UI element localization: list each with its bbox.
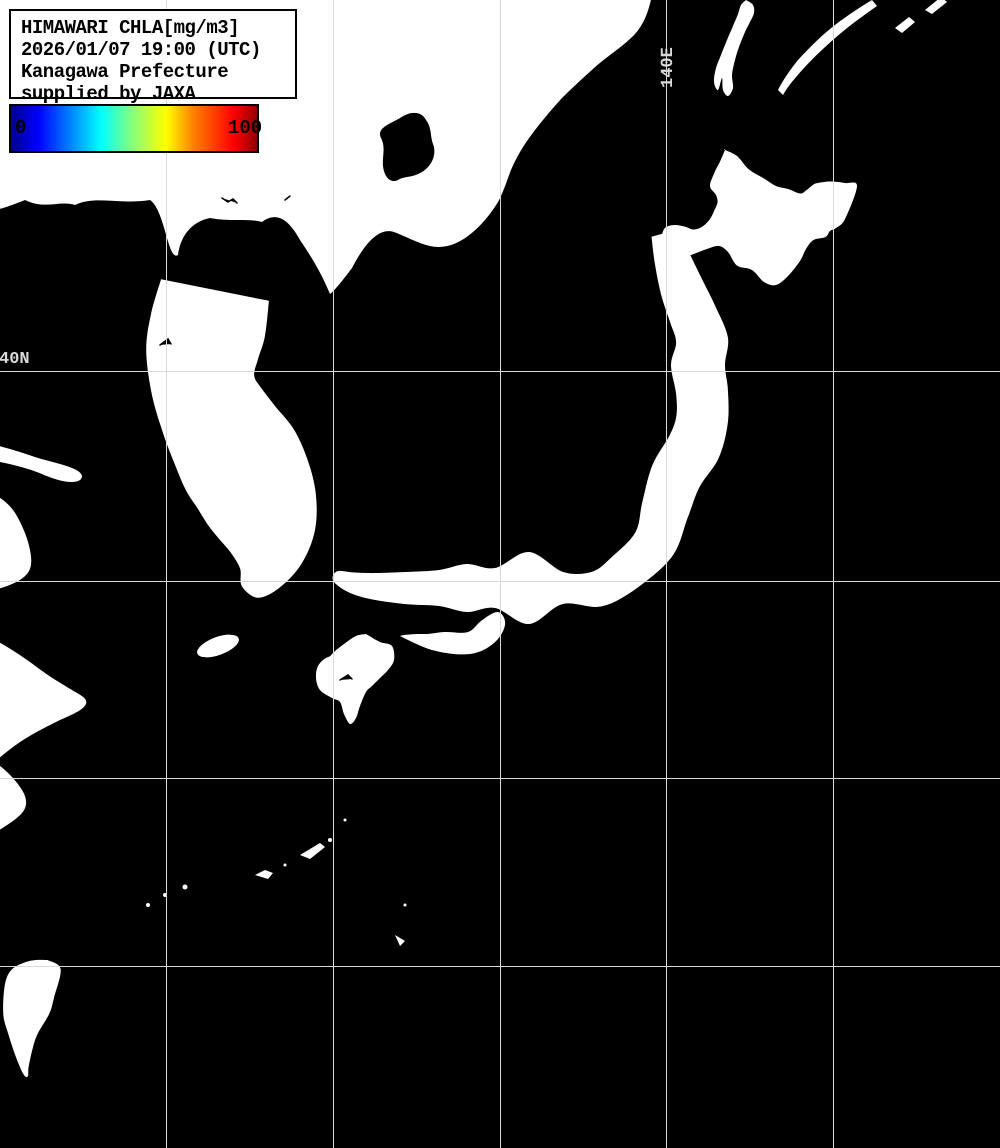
svg-text:140E: 140E: [659, 47, 678, 88]
